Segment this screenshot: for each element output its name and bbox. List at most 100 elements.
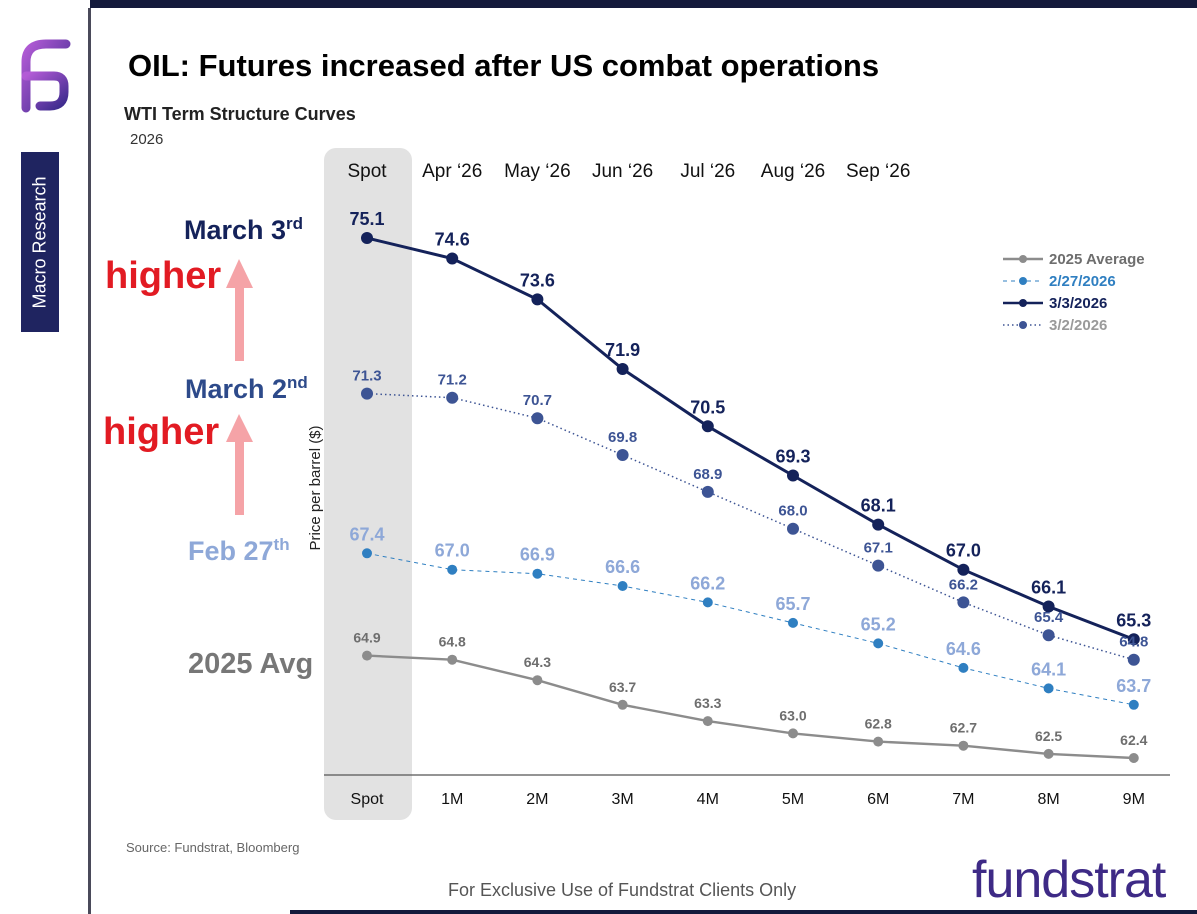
data-label: 62.4 [1120,732,1147,748]
fundstrat-f-logo-icon [21,39,71,113]
data-point [532,568,543,579]
data-point [958,740,969,751]
data-label: 67.0 [435,541,470,561]
data-point [873,736,884,747]
data-label: 65.7 [775,594,810,614]
data-label: 69.3 [775,447,810,467]
source-note: Source: Fundstrat, Bloomberg [126,840,300,855]
data-label: 71.2 [438,372,467,389]
data-point [788,617,798,628]
top-month-label: Spot [347,161,387,182]
x-tick-label: 4M [697,791,719,808]
annotation-2025-avg: 2025 Avg [188,648,313,680]
data-point [1128,753,1139,763]
annotation-feb27: Feb 27th [188,535,290,566]
spot-band [324,148,412,820]
up-arrow-icon-2 [226,414,253,515]
data-label: 62.5 [1035,728,1062,744]
legend-marker [1019,321,1027,329]
data-point [446,252,459,265]
data-point [362,650,372,661]
data-point [701,485,714,498]
data-point [1042,629,1055,642]
series-line [366,392,1135,661]
legend-marker [1019,277,1027,285]
data-label: 65.3 [1116,610,1151,630]
data-point [958,662,969,673]
data-label: 69.8 [608,429,637,446]
data-label: 64.1 [1031,659,1066,679]
annotation-higher-2: higher [103,411,219,453]
legend-label: 2025 Average [1049,251,1145,268]
data-label: 63.7 [1116,676,1151,696]
x-tick-label: 3M [611,791,633,808]
data-label: 63.0 [779,707,806,723]
left-divider [88,8,91,914]
data-point [617,699,628,710]
data-point [701,420,714,433]
data-point [1042,600,1055,613]
x-tick-label: 1M [441,791,463,808]
x-tick-label: 7M [952,791,974,808]
bottom-bar [290,910,1197,914]
data-label: 71.9 [605,340,640,360]
x-tick-label: 6M [867,791,889,808]
data-label: 70.7 [523,392,552,409]
data-point [788,728,798,739]
series-line [366,236,1135,641]
data-label: 63.3 [694,695,721,711]
top-month-label: Jun ‘26 [592,161,653,182]
data-label: 66.1 [1031,578,1066,598]
x-tick-label: Spot [351,791,384,808]
top-month-label: Apr ‘26 [422,161,482,182]
top-month-label: Sep ‘26 [846,161,910,182]
data-point [787,522,799,535]
data-point [532,675,543,686]
legend-label: 3/3/2026 [1049,295,1107,312]
legend-label: 2/27/2026 [1049,273,1116,290]
data-point [1043,748,1054,759]
data-point [616,363,629,375]
data-point [361,387,373,400]
data-label: 64.8 [439,634,466,650]
legend-marker [1019,299,1027,307]
data-label: 67.1 [864,540,893,557]
data-label: 68.9 [693,466,722,483]
data-label: 66.9 [520,545,555,565]
x-tick-label: 5M [782,791,804,808]
data-point [447,564,458,575]
x-tick-label: 8M [1037,791,1059,808]
legend-marker [1019,255,1027,263]
data-label: 71.3 [352,368,381,385]
legend-label: 3/2/2026 [1049,317,1107,334]
top-month-label: Jul ‘26 [680,161,735,182]
data-label: 66.2 [690,573,725,593]
data-point [446,391,459,404]
data-label: 64.9 [353,630,380,646]
x-tick-label: 9M [1123,791,1145,808]
disclaimer: For Exclusive Use of Fundstrat Clients O… [448,880,797,900]
data-point [362,548,372,559]
data-point [617,581,628,591]
data-label: 73.6 [520,270,555,290]
macro-research-tab[interactable]: Macro Research [21,152,59,332]
y-axis-label: Price per barrel ($) [307,425,324,550]
series-line [366,654,1134,760]
data-label: 67.4 [349,524,384,544]
top-month-label: May ‘26 [504,161,571,182]
top-bar [0,0,1197,8]
data-label: 64.3 [524,654,551,670]
data-label: 65.4 [1034,609,1064,626]
data-label: 75.1 [349,209,384,229]
data-label: 68.1 [861,496,896,516]
data-point [702,716,713,727]
series-line [366,552,1134,706]
data-point [616,449,629,461]
annotation-march2: March 2nd [185,373,308,404]
data-label: 74.6 [435,230,470,250]
data-point [361,232,373,244]
data-label: 68.0 [778,503,807,520]
data-point [1127,633,1140,646]
data-label: 65.2 [861,614,896,634]
